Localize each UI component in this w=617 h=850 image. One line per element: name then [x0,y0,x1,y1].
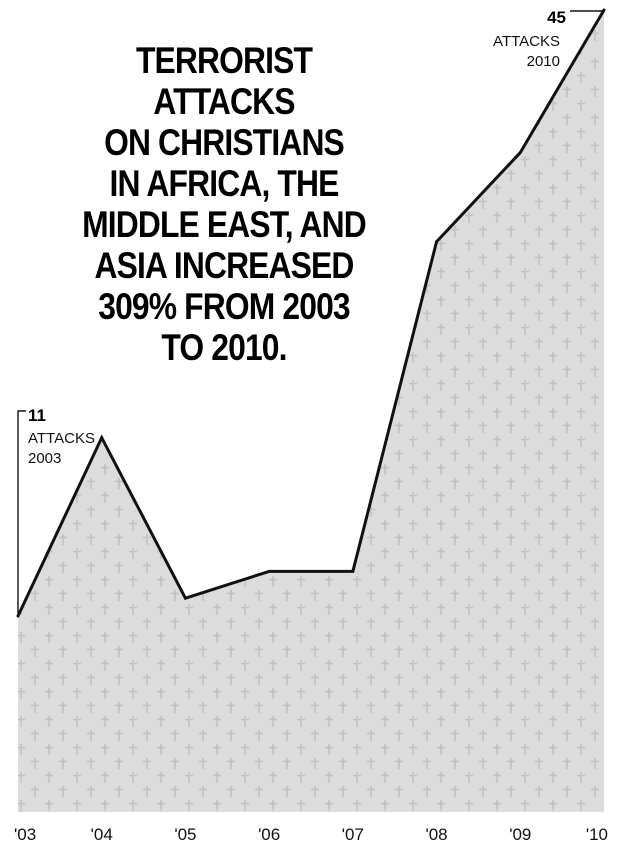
data-point-2 [183,596,187,600]
cross-pattern [18,10,604,812]
callout-end: 45 ATTACKS 2010 [493,8,604,70]
x-tick-label: '08 [425,825,447,844]
series-line [16,9,606,617]
data-point-6 [518,151,522,155]
x-tick-label: '09 [509,825,531,844]
callout-label: ATTACKS [493,33,560,50]
callout-label: ATTACKS [28,430,95,447]
callout-value: 11 [28,406,46,425]
x-tick-label: '07 [342,825,364,844]
callout-label: 2003 [28,450,61,467]
data-point-3 [267,569,271,573]
callout-value: 45 [547,8,566,27]
callout-start: 11 ATTACKS 2003 [17,406,95,616]
chart-title: TERRORIST ATTACKS ON CHRISTIANS IN AFRIC… [82,40,367,368]
x-tick-label: '03 [14,825,36,844]
data-point-1 [100,436,104,440]
x-tick-label: '06 [258,825,280,844]
data-point-4 [351,569,355,573]
callout-bracket [17,410,26,616]
callout-label: 2010 [527,53,560,70]
x-tick-label: '10 [586,825,608,844]
x-tick-label: '05 [174,825,196,844]
x-tick-label: '04 [91,825,113,844]
data-point-5 [435,240,439,244]
